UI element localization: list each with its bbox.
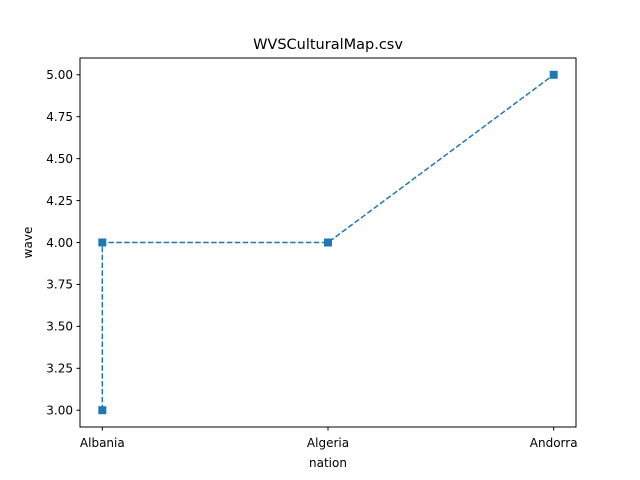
x-tick-label: Andorra <box>530 436 578 450</box>
y-tick-label: 3.00 <box>46 404 73 418</box>
y-tick-label: 5.00 <box>46 68 73 82</box>
x-tick-label: Algeria <box>307 436 349 450</box>
plot-frame <box>79 57 577 428</box>
y-tick-label: 4.00 <box>46 236 73 250</box>
y-tick-label: 3.50 <box>46 320 73 334</box>
y-axis-label: wave <box>21 227 35 259</box>
series-layer <box>98 70 558 415</box>
y-axis-ticks: 3.00 3.25 3.50 3.75 4.00 4.25 4.50 4.75 5.00 <box>46 68 80 418</box>
x-axis-label: nation <box>309 456 347 470</box>
data-point <box>324 238 332 247</box>
chart-title: WVSCulturalMap.csv <box>253 37 403 53</box>
data-point <box>98 238 107 247</box>
data-point <box>98 406 107 415</box>
y-tick-label: 4.75 <box>46 110 73 124</box>
series-line <box>101 74 555 411</box>
y-tick-label: 3.25 <box>46 362 73 376</box>
data-point <box>549 70 558 79</box>
y-tick-label: 3.75 <box>46 278 73 292</box>
x-axis-ticks: Albania Algeria Andorra <box>80 427 578 450</box>
x-tick-label: Albania <box>80 436 125 450</box>
y-tick-label: 4.25 <box>46 194 73 208</box>
y-tick-label: 4.50 <box>46 152 73 166</box>
